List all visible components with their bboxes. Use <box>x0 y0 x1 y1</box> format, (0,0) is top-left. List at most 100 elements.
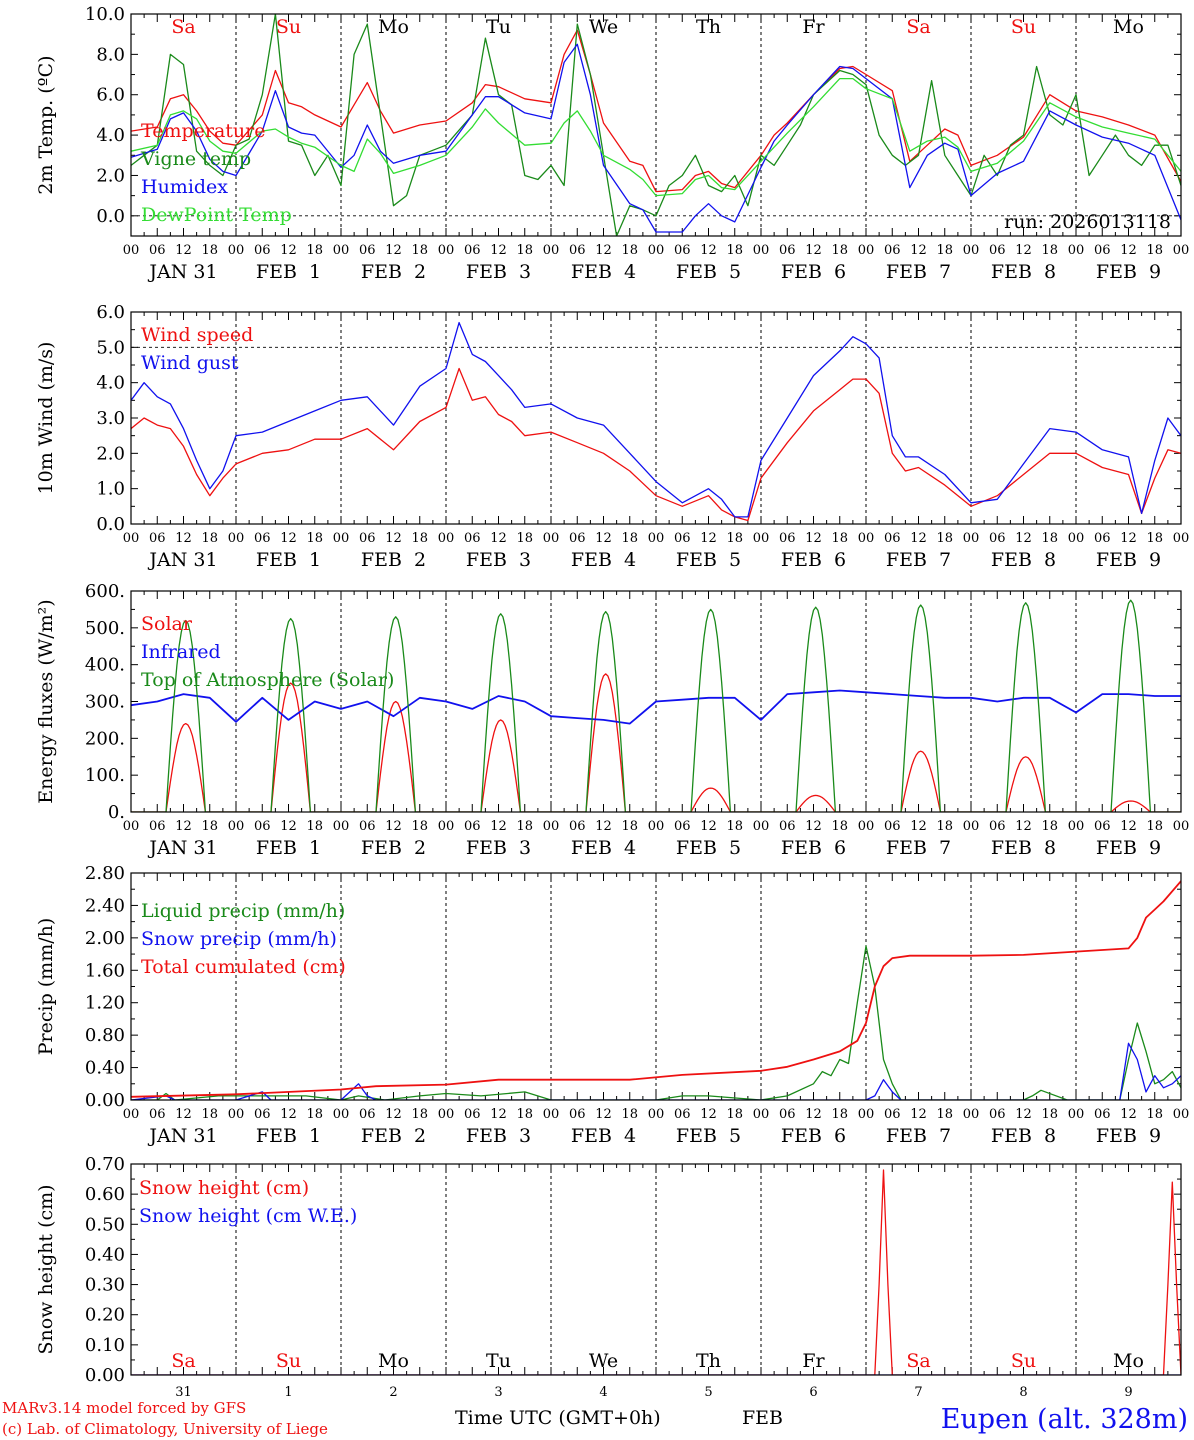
x-hour-label: 12 <box>700 819 717 834</box>
x-date-label: FEB 5 <box>676 1125 741 1147</box>
x-hour-label: 00 <box>333 819 350 834</box>
x-hour-label: 06 <box>464 1107 481 1122</box>
x-hour-label: 18 <box>516 243 533 258</box>
x-hour-label: 06 <box>359 243 376 258</box>
x-hour-label: 18 <box>1041 819 1058 834</box>
y-tick-label: 0.10 <box>85 1335 125 1356</box>
x-hour-label: 18 <box>1146 243 1163 258</box>
x-day-number: 3 <box>494 1385 502 1400</box>
x-day-number: 5 <box>704 1385 712 1400</box>
y-tick-label: 3.0 <box>96 408 125 429</box>
x-hour-label: 12 <box>490 243 507 258</box>
day-name: Su <box>1011 1350 1036 1372</box>
day-name: Su <box>1011 16 1036 38</box>
day-name: Su <box>276 1350 301 1372</box>
x-hour-label: 12 <box>490 819 507 834</box>
y-tick-label: 0.00 <box>85 1365 125 1386</box>
legend-entry: Snow height (cm W.E.) <box>139 1205 357 1227</box>
day-name: Fr <box>802 16 825 38</box>
x-hour-label: 18 <box>201 243 218 258</box>
x-hour-label: 00 <box>228 819 245 834</box>
x-date-label: FEB 3 <box>466 549 531 571</box>
x-hour-label: 12 <box>700 531 717 546</box>
day-name: Mo <box>378 16 409 38</box>
footer-time-axis: Time UTC (GMT+0h) <box>455 1407 661 1429</box>
x-hour-label: 00 <box>123 243 140 258</box>
x-hour-label: 06 <box>149 531 166 546</box>
day-name: Th <box>696 16 721 38</box>
x-hour-label: 00 <box>123 531 140 546</box>
series-line-infrared <box>131 689 1181 725</box>
x-date-label: JAN 31 <box>147 261 217 283</box>
x-hour-label: 06 <box>569 819 586 834</box>
legend-entry: Total cumulated (cm) <box>141 956 346 978</box>
x-hour-label: 12 <box>700 243 717 258</box>
legend-entry: Liquid precip (mm/h) <box>141 900 345 922</box>
x-hour-label: 18 <box>306 531 323 546</box>
x-hour-label: 12 <box>490 1107 507 1122</box>
x-day-number: 2 <box>389 1385 397 1400</box>
x-date-label: FEB 4 <box>571 1125 636 1147</box>
x-date-label: FEB 2 <box>361 837 426 859</box>
y-tick-label: 4.0 <box>96 373 125 394</box>
x-hour-label: 12 <box>280 1107 297 1122</box>
x-hour-label: 12 <box>595 1107 612 1122</box>
x-hour-label: 00 <box>438 1107 455 1122</box>
x-hour-label: 06 <box>989 1107 1006 1122</box>
x-date-label: FEB 7 <box>886 837 951 859</box>
x-hour-label: 00 <box>1173 243 1190 258</box>
y-tick-label: 600. <box>85 581 125 602</box>
x-date-label: FEB 8 <box>991 1125 1056 1147</box>
x-date-label: FEB 5 <box>676 837 741 859</box>
day-name: Su <box>276 16 301 38</box>
x-hour-label: 12 <box>385 819 402 834</box>
x-date-label: FEB 7 <box>886 261 951 283</box>
day-name: Sa <box>171 1350 195 1372</box>
day-name: Tu <box>486 1350 511 1372</box>
x-hour-label: 00 <box>228 1107 245 1122</box>
x-date-label: FEB 6 <box>781 261 846 283</box>
x-hour-label: 12 <box>805 1107 822 1122</box>
x-hour-label: 18 <box>936 531 953 546</box>
x-date-label: FEB 4 <box>571 261 636 283</box>
x-hour-label: 12 <box>595 531 612 546</box>
x-hour-label: 18 <box>831 1107 848 1122</box>
x-hour-label: 00 <box>123 819 140 834</box>
x-hour-label: 18 <box>621 531 638 546</box>
series-line-solar <box>131 673 1181 812</box>
x-hour-label: 06 <box>254 243 271 258</box>
y-tick-label: 1.20 <box>85 993 125 1014</box>
y-tick-label: 0.0 <box>96 514 125 535</box>
x-hour-label: 18 <box>1041 531 1058 546</box>
y-tick-label: 2.80 <box>85 863 125 884</box>
series-line-temperature <box>131 29 1181 193</box>
y-axis-label: Energy fluxes (W/m²) <box>35 599 57 803</box>
x-hour-label: 06 <box>149 1107 166 1122</box>
x-hour-label: 06 <box>989 243 1006 258</box>
legend-entry: Wind speed <box>141 324 253 346</box>
x-hour-label: 18 <box>1041 243 1058 258</box>
legend-entry: DewPoint Temp <box>141 204 292 226</box>
y-tick-label: 2.0 <box>96 443 125 464</box>
x-day-number: 31 <box>175 1385 192 1400</box>
x-hour-label: 00 <box>648 531 665 546</box>
x-hour-label: 12 <box>1015 819 1032 834</box>
x-hour-label: 18 <box>1146 531 1163 546</box>
x-date-label: FEB 1 <box>256 837 321 859</box>
legend-entry: Snow height (cm) <box>139 1177 309 1199</box>
x-hour-label: 18 <box>306 243 323 258</box>
x-hour-label: 00 <box>963 1107 980 1122</box>
x-hour-label: 00 <box>963 531 980 546</box>
x-hour-label: 00 <box>1173 1107 1190 1122</box>
x-date-label: FEB 8 <box>991 261 1056 283</box>
x-hour-label: 18 <box>726 1107 743 1122</box>
x-hour-label: 18 <box>411 531 428 546</box>
x-hour-label: 06 <box>149 243 166 258</box>
y-axis-label: Snow height (cm) <box>35 1184 57 1354</box>
y-tick-label: 8.0 <box>96 44 125 65</box>
x-hour-label: 00 <box>438 531 455 546</box>
x-date-label: FEB 4 <box>571 837 636 859</box>
y-tick-label: 400. <box>85 655 125 676</box>
y-tick-label: 10.0 <box>85 4 125 25</box>
x-hour-label: 00 <box>333 531 350 546</box>
